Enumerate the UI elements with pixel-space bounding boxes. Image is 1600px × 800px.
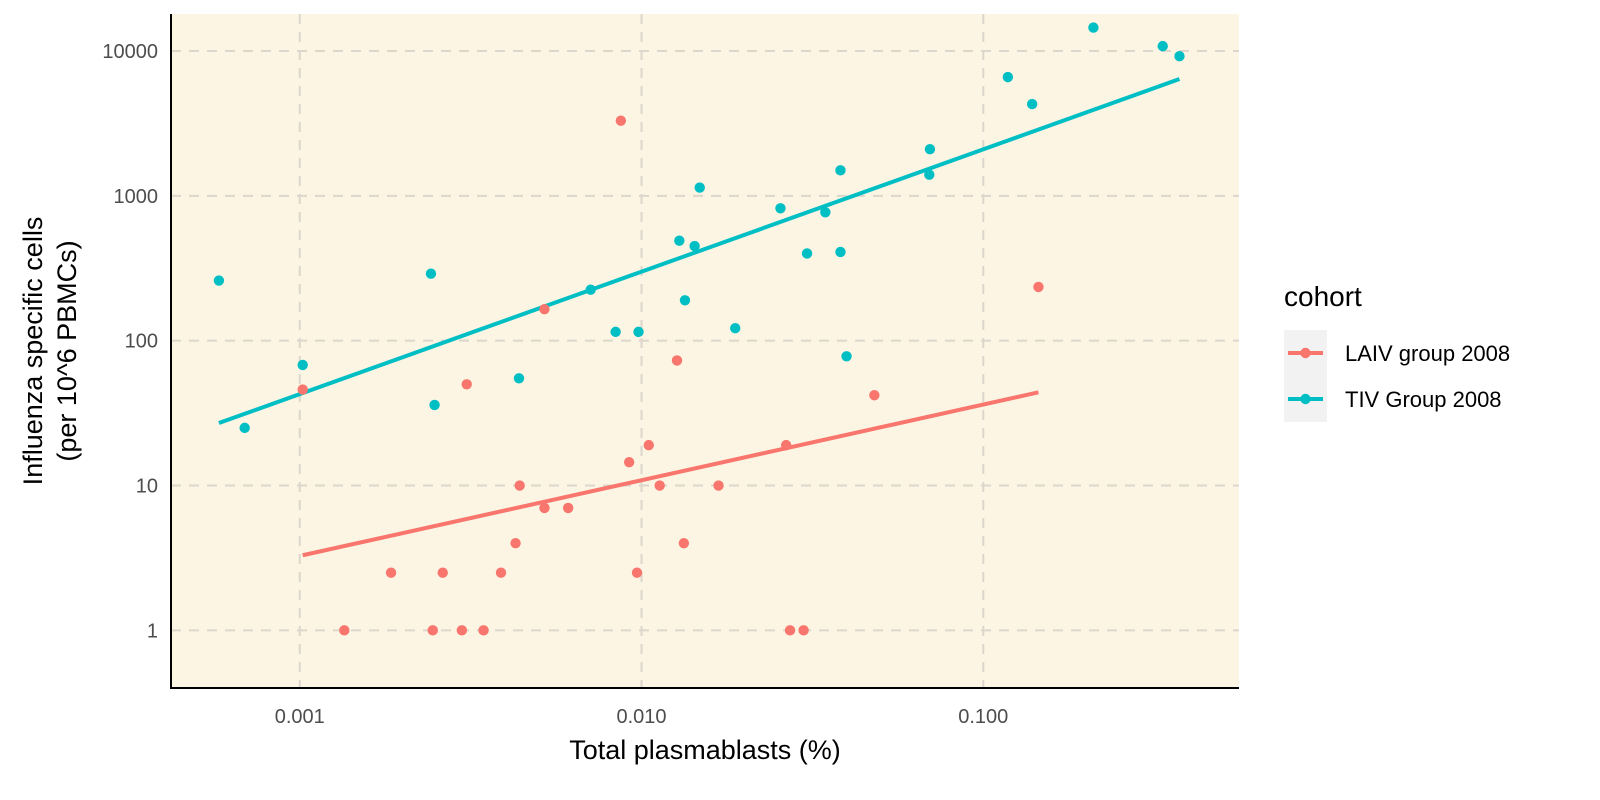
point-series-1-24: [1088, 22, 1099, 33]
point-series-0-12: [539, 303, 550, 315]
point-series-0-5: [456, 625, 468, 636]
y-tick-label-4: 10000: [102, 41, 158, 63]
point-series-0-22: [780, 439, 792, 451]
point-series-0-18: [654, 480, 665, 491]
point-series-1-7: [610, 326, 621, 338]
fit-lines: [218, 77, 1181, 558]
point-series-1-12: [694, 182, 705, 193]
point-series-1-5: [513, 373, 525, 384]
point-series-0-26: [1033, 281, 1044, 293]
legend-key-dot-1: [1300, 393, 1311, 405]
x-ticks: 0.001 0.010 0.100: [275, 706, 1009, 728]
legend-label-1: TIV Group 2008: [1345, 387, 1502, 412]
x-tick-label-1: 0.010: [616, 706, 666, 728]
point-series-1-16: [820, 207, 831, 218]
fit-line-series-0: [302, 390, 1039, 558]
point-series-1-2: [297, 359, 308, 371]
point-series-1-6: [585, 284, 596, 295]
y-axis-title-line-1: Influenza specific cells: [18, 217, 48, 486]
point-series-0-13: [562, 502, 574, 514]
y-tick-label-0: 1: [147, 620, 158, 642]
point-series-0-11: [539, 502, 550, 514]
y-tick-label-1: 10: [136, 476, 158, 498]
point-series-1-4: [429, 399, 440, 411]
point-series-0-21: [713, 480, 724, 491]
point-series-1-15: [801, 248, 813, 259]
y-axis-title-line-2: (per 10^6 PBMCs): [52, 240, 82, 461]
point-series-1-14: [775, 203, 786, 214]
point-series-0-14: [615, 115, 627, 126]
point-series-0-8: [495, 567, 507, 578]
legend-label-0: LAIV group 2008: [1345, 341, 1510, 366]
point-series-0-20: [678, 537, 690, 549]
legend-key-dot-0: [1300, 347, 1311, 359]
point-series-0-24: [798, 625, 809, 636]
y-tick-label-2: 100: [125, 331, 158, 353]
point-series-0-15: [623, 456, 635, 468]
x-axis-title: Total plasmablasts (%): [569, 735, 841, 765]
point-series-0-2: [385, 567, 397, 578]
point-series-0-10: [514, 480, 525, 491]
point-series-0-0: [297, 384, 308, 395]
y-tick-label-3: 1000: [114, 186, 159, 208]
panel-background: [171, 14, 1239, 688]
point-series-1-25: [1157, 40, 1168, 52]
fit-line-series-1: [218, 77, 1181, 425]
point-series-0-6: [461, 379, 472, 390]
point-series-1-22: [1002, 71, 1014, 83]
point-series-1-8: [633, 326, 644, 338]
point-series-0-25: [869, 390, 880, 401]
point-series-1-0: [213, 275, 225, 286]
legend-items: LAIV group 2008 TIV Group 2008: [1284, 330, 1510, 422]
point-series-1-11: [689, 240, 700, 252]
point-series-1-17: [835, 165, 846, 176]
point-series-1-9: [674, 235, 685, 246]
point-series-0-7: [478, 625, 489, 636]
point-series-1-26: [1174, 51, 1185, 62]
point-series-0-4: [437, 567, 448, 578]
point-series-1-20: [924, 169, 935, 180]
point-series-0-3: [427, 625, 438, 636]
point-series-1-3: [425, 268, 437, 279]
point-series-0-19: [671, 355, 683, 366]
point-series-1-23: [1026, 98, 1038, 110]
grid: [171, 14, 1239, 688]
point-series-1-21: [924, 143, 936, 155]
point-series-1-1: [239, 422, 250, 434]
point-series-1-10: [679, 295, 691, 306]
point-series-1-19: [841, 351, 852, 362]
x-tick-label-2: 0.100: [958, 706, 1008, 728]
y-ticks: 1 10 100 1000 10000: [102, 41, 158, 642]
point-series-1-13: [730, 322, 741, 334]
point-series-1-18: [835, 246, 846, 258]
point-series-0-16: [631, 567, 643, 578]
point-series-0-23: [784, 625, 796, 636]
legend-title: cohort: [1284, 281, 1362, 312]
x-tick-label-0: 0.001: [275, 706, 325, 728]
legend: cohort LAIV group 2008 TIV Group 2008: [1284, 281, 1510, 422]
point-series-0-1: [339, 625, 350, 636]
points: [213, 22, 1185, 636]
point-series-0-9: [510, 537, 521, 549]
point-series-0-17: [643, 439, 654, 451]
